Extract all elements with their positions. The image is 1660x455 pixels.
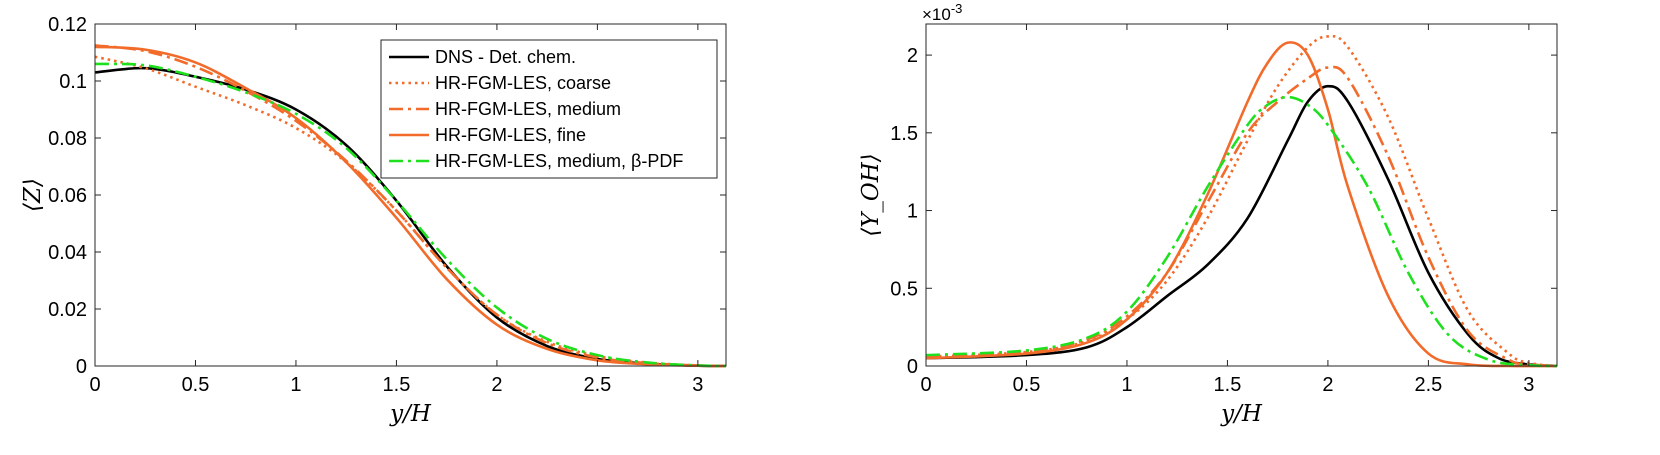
left-x-tick-label: 3 <box>692 374 703 396</box>
right-axes-frame <box>925 23 1558 367</box>
right-x-axis-label: y/H <box>1220 401 1263 427</box>
right-y-tick-label: 0 <box>907 356 918 378</box>
legend-label-3: HR-FGM-LES, medium <box>435 99 621 119</box>
right-y-multiplier-exponent: -3 <box>951 1 963 16</box>
left-series-group <box>94 44 727 368</box>
left-x-tick-label: 2 <box>491 374 502 396</box>
left-x-tick-label: 1.5 <box>383 374 411 396</box>
right-x-tick-label: 0.5 <box>1013 374 1041 396</box>
left-x-tick-label: 1 <box>290 374 301 396</box>
left-y-tick-label: 0.04 <box>48 242 87 264</box>
right-x-tick-label: 3 <box>1523 374 1534 396</box>
right-x-tick-label: 1 <box>1121 374 1132 396</box>
left-x-axis-label: y/H <box>389 401 432 427</box>
right-y-tick-label: 2 <box>907 45 918 67</box>
right-y-tick-label: 1.5 <box>890 123 918 145</box>
left-y-tick-label: 0.12 <box>48 14 87 36</box>
left-y-tick-label: 0.06 <box>48 185 87 207</box>
right-series-line-4 <box>925 41 1558 368</box>
right-panel: 0 0.5 1 1.5 2 2.5 3 0 0.5 1 1.5 2 y/H ⟨Y_OH⟩ ×10-3 <box>858 1 1558 427</box>
left-y-tick-label: 0.02 <box>48 299 87 321</box>
legend-box <box>380 39 718 179</box>
right-x-tick-label: 2 <box>1322 374 1333 396</box>
left-series-line-3 <box>94 44 727 368</box>
legend-label-4: HR-FGM-LES, fine <box>435 125 586 145</box>
left-series-line-5 <box>94 62 727 368</box>
right-series-line-2 <box>925 34 1558 368</box>
left-y-axis-label: ⟨Z⟩ <box>20 178 46 212</box>
legend: DNS - Det. chem. HR-FGM-LES, coarse HR-FGM… <box>380 39 718 179</box>
right-y-multiplier: ×10-3 <box>922 1 962 24</box>
left-series-line-4 <box>94 45 727 368</box>
left-y-tick-label: 0.08 <box>48 128 87 150</box>
left-x-tick-label: 2.5 <box>583 374 611 396</box>
left-x-tick-label: 0 <box>89 374 100 396</box>
left-y-tick-label: 0 <box>76 356 87 378</box>
right-series-line-3 <box>925 65 1558 368</box>
left-x-tick-label: 0.5 <box>182 374 210 396</box>
legend-label-5: HR-FGM-LES, medium, β-PDF <box>435 151 683 171</box>
right-x-tick-label: 2.5 <box>1414 374 1442 396</box>
right-y-tick-label: 0.5 <box>890 278 918 300</box>
right-series-group <box>925 34 1558 368</box>
left-y-tick-label: 0.1 <box>59 71 87 93</box>
right-y-multiplier-base: ×10 <box>922 5 951 24</box>
legend-label-2: HR-FGM-LES, coarse <box>435 73 611 93</box>
right-x-tick-label: 1.5 <box>1214 374 1242 396</box>
right-y-axis-label: ⟨Y_OH⟩ <box>858 153 884 237</box>
left-series-line-2 <box>94 55 727 368</box>
legend-label-1: DNS - Det. chem. <box>435 47 576 67</box>
right-series-line-1 <box>925 84 1558 368</box>
left-panel: 0 0.5 1 1.5 2 2.5 3 0 0.02 0.04 0.06 0.08 0.1 0.12 y/… <box>20 14 727 427</box>
right-y-tick-label: 1 <box>907 201 918 223</box>
right-x-tick-label: 0 <box>920 374 931 396</box>
